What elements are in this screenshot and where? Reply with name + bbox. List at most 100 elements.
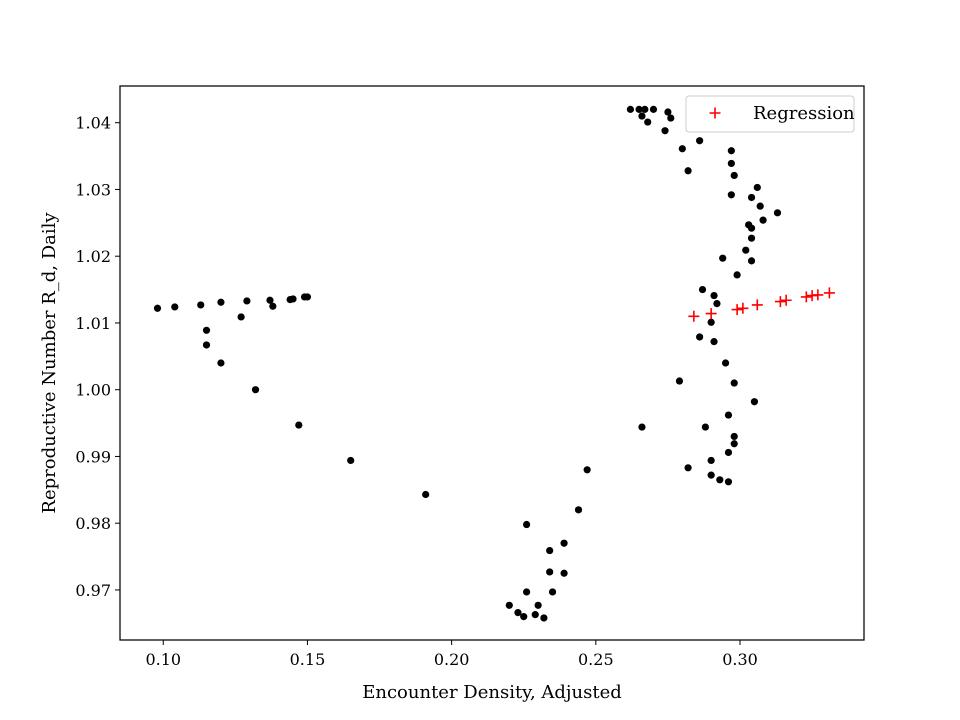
legend-label-regression: Regression xyxy=(753,103,855,124)
data-point xyxy=(540,614,548,622)
data-point xyxy=(626,105,635,113)
data-point xyxy=(730,379,738,387)
plot-marks xyxy=(153,105,835,622)
x-tick-label: 0.30 xyxy=(722,650,758,669)
data-point xyxy=(202,341,211,349)
regression-point xyxy=(812,289,824,301)
data-point xyxy=(716,476,724,484)
data-point xyxy=(667,114,675,122)
y-tick-label: 0.98 xyxy=(75,514,111,533)
data-point xyxy=(698,285,707,294)
x-tick-label: 0.25 xyxy=(578,650,614,669)
data-point xyxy=(701,423,709,431)
data-point xyxy=(560,539,568,547)
data-point xyxy=(251,386,260,394)
data-point xyxy=(574,506,583,514)
data-point xyxy=(583,466,591,474)
data-point xyxy=(289,295,297,303)
data-point xyxy=(710,338,718,346)
y-tick-label: 1.03 xyxy=(75,180,111,199)
data-point xyxy=(638,112,646,120)
data-point xyxy=(730,432,738,441)
data-point xyxy=(635,105,643,113)
data-point xyxy=(505,601,513,609)
regression-point xyxy=(800,291,812,303)
data-point xyxy=(747,224,756,232)
data-point xyxy=(171,303,179,311)
data-point xyxy=(730,171,738,180)
data-point xyxy=(237,313,245,321)
data-point xyxy=(684,167,692,175)
data-point xyxy=(422,490,430,499)
data-point xyxy=(678,145,686,153)
legend-marker-regression xyxy=(709,107,721,119)
data-point xyxy=(733,271,741,279)
data-point xyxy=(759,216,767,224)
data-point xyxy=(727,159,735,168)
data-point xyxy=(675,377,684,385)
data-point xyxy=(295,421,303,429)
data-point xyxy=(756,202,764,210)
data-point xyxy=(534,601,542,609)
y-axis-label: Reproductive Number R_d, Daily xyxy=(39,212,60,514)
data-point xyxy=(707,456,715,465)
data-point xyxy=(664,108,672,116)
regression-point xyxy=(737,302,749,314)
data-point xyxy=(724,448,733,457)
y-axis: 0.97 0.98 0.99 1.00 1.01 1.02 1.03 1.04 xyxy=(75,114,120,600)
x-tick-label: 0.15 xyxy=(290,650,326,669)
data-point xyxy=(727,147,735,155)
data-point xyxy=(243,297,251,305)
data-point xyxy=(638,423,646,431)
data-point xyxy=(548,588,557,596)
data-point xyxy=(202,326,211,334)
plus-icon xyxy=(709,107,721,119)
y-tick-label: 0.97 xyxy=(75,581,111,600)
regression-point xyxy=(688,310,700,322)
data-point xyxy=(727,191,735,199)
data-point xyxy=(269,302,277,310)
data-point xyxy=(531,611,539,619)
data-point xyxy=(523,520,531,529)
y-tick-label: 1.01 xyxy=(75,314,111,333)
regression-point xyxy=(705,308,717,320)
data-point xyxy=(747,234,756,242)
legend: Regression xyxy=(685,95,855,133)
data-point xyxy=(684,464,692,472)
data-point xyxy=(649,105,658,113)
data-point xyxy=(546,568,554,576)
data-point xyxy=(347,456,355,465)
data-point xyxy=(197,301,205,309)
x-axis: 0.10 0.15 0.20 0.25 0.30 xyxy=(145,640,758,669)
data-point xyxy=(747,193,756,202)
plot-area-frame xyxy=(119,85,865,641)
data-point xyxy=(303,293,312,301)
data-point xyxy=(514,609,522,617)
data-point xyxy=(730,440,738,448)
data-point xyxy=(560,569,568,577)
data-point xyxy=(710,291,718,300)
data-point xyxy=(217,359,225,367)
data-point xyxy=(217,298,225,306)
regression-point xyxy=(751,299,763,311)
data-point xyxy=(641,105,649,113)
data-point xyxy=(773,209,782,217)
x-tick-label: 0.10 xyxy=(145,650,181,669)
y-tick-label: 1.00 xyxy=(75,381,111,400)
regression-point xyxy=(780,294,792,306)
y-tick-label: 1.02 xyxy=(75,247,111,266)
data-point xyxy=(707,471,715,479)
data-point xyxy=(747,257,756,265)
x-axis-label: Encounter Density, Adjusted xyxy=(362,682,622,703)
regression-point xyxy=(774,296,786,308)
data-point xyxy=(742,246,750,254)
legend-box xyxy=(685,95,855,133)
data-point xyxy=(266,296,274,304)
data-point xyxy=(713,299,721,308)
regression-point xyxy=(823,287,835,299)
x-tick-label: 0.20 xyxy=(434,650,470,669)
data-point xyxy=(750,398,759,406)
data-point xyxy=(724,411,733,419)
data-point xyxy=(520,613,528,621)
